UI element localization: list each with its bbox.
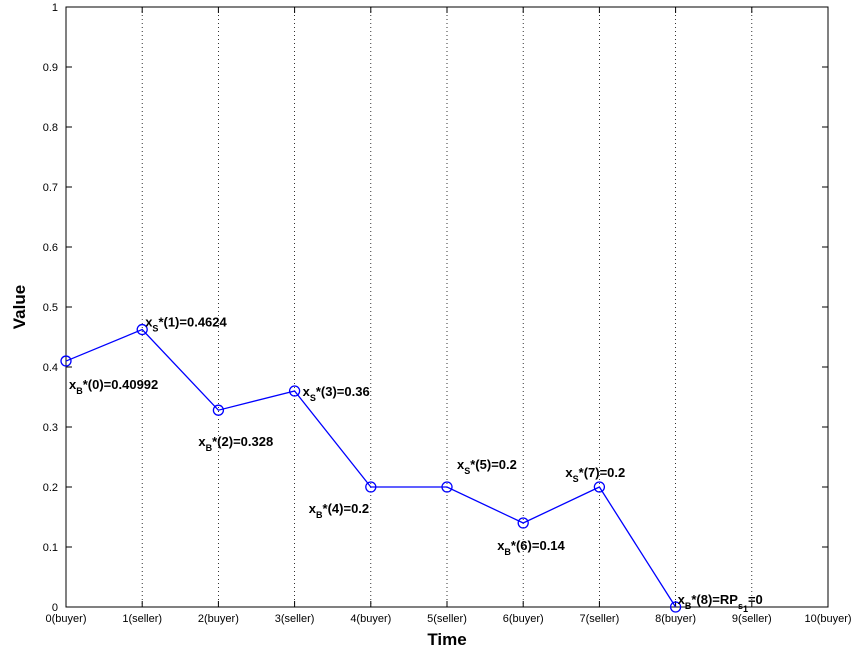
y-tick-label: 0.9 xyxy=(43,62,58,74)
data-point-marker xyxy=(212,404,225,416)
data-point-marker xyxy=(441,481,453,493)
y-axis-label: Value xyxy=(10,285,29,329)
x-tick-label: 10(buyer) xyxy=(804,613,851,625)
data-point-marker xyxy=(365,481,377,493)
y-tick-label: 0.6 xyxy=(43,242,58,254)
data-point-marker xyxy=(593,481,606,493)
data-point-marker xyxy=(60,355,72,367)
grid-layer xyxy=(141,7,753,607)
series-layer xyxy=(60,323,682,613)
y-tick-label: 0.3 xyxy=(43,422,58,434)
data-annotation: xB*(6)=0.14 xyxy=(497,538,565,557)
x-axis-label: Time xyxy=(427,630,466,649)
x-tick-label: 1(seller) xyxy=(122,613,162,625)
y-tick-label: 0.2 xyxy=(43,482,58,494)
x-tick-label: 4(buyer) xyxy=(350,613,391,625)
data-point-marker xyxy=(288,385,301,397)
x-tick-label: 3(seller) xyxy=(275,613,315,625)
series-line xyxy=(65,328,677,608)
data-annotation: xS*(7)=0.2 xyxy=(565,465,625,484)
x-tick-label: 2(buyer) xyxy=(198,613,239,625)
data-annotation: xB*(8)=RPs1=0 xyxy=(678,592,763,614)
y-tick-label: 0.1 xyxy=(43,542,58,554)
x-tick-label: 7(seller) xyxy=(580,613,620,625)
y-tick-label: 0.5 xyxy=(43,302,58,314)
x-tick-label: 8(buyer) xyxy=(655,613,696,625)
data-point-marker xyxy=(517,517,529,529)
y-tick-label: 0.8 xyxy=(43,122,58,134)
x-tick-label: 6(buyer) xyxy=(503,613,544,625)
x-tick-label: 0(buyer) xyxy=(46,613,87,625)
data-annotation: xB*(0)=0.40992 xyxy=(69,377,158,396)
data-annotation: xS*(1)=0.4624 xyxy=(145,315,227,334)
x-tick-label: 9(seller) xyxy=(732,613,772,625)
data-annotation: xS*(3)=0.36 xyxy=(303,384,370,403)
y-tick-label: 0 xyxy=(52,602,58,614)
data-annotation: xB*(4)=0.2 xyxy=(309,501,369,520)
data-point-marker xyxy=(136,323,148,336)
y-tick-label: 1 xyxy=(52,2,58,14)
annotation-layer: xB*(0)=0.40992 xS*(1)=0.4624 xB*(2)=0.328 x… xyxy=(69,315,763,614)
data-annotation: xS*(5)=0.2 xyxy=(457,457,517,476)
y-tick-label: 0.7 xyxy=(43,182,58,194)
ticks-layer: 0(buyer) 1(seller) 2(buyer) 3(seller) 4(buye… xyxy=(43,2,852,625)
data-point-marker xyxy=(669,601,682,613)
y-tick-label: 0.4 xyxy=(43,362,58,374)
data-annotation: xB*(2)=0.328 xyxy=(198,434,273,453)
x-tick-label: 5(seller) xyxy=(427,613,467,625)
